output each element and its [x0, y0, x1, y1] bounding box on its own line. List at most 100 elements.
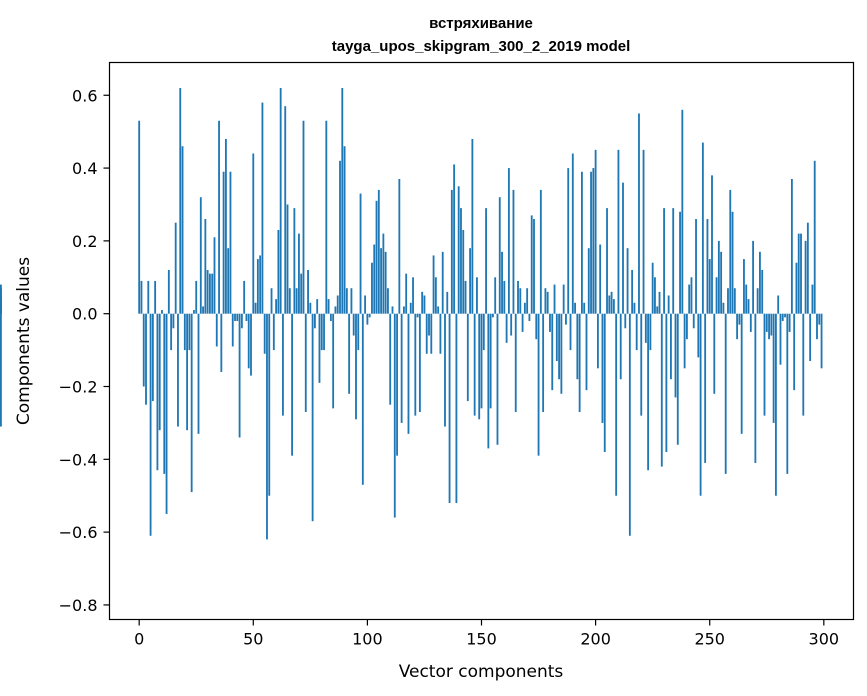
- bar: [177, 313, 179, 427]
- bar: [628, 313, 631, 536]
- bar: [209, 273, 211, 314]
- y-tick-label: −0.4: [59, 450, 98, 469]
- bar: [224, 138, 227, 314]
- bar: [612, 299, 615, 314]
- bar: [471, 138, 474, 314]
- bar: [617, 149, 620, 314]
- bar: [615, 313, 618, 496]
- bar: [608, 295, 611, 314]
- x-tick-label: 100: [352, 630, 383, 649]
- bar: [382, 233, 385, 314]
- bar: [193, 310, 195, 314]
- bar: [170, 313, 173, 351]
- bar: [790, 179, 793, 314]
- bar: [215, 313, 218, 347]
- bar: [457, 186, 460, 314]
- bar: [318, 313, 321, 383]
- bar: [341, 87, 344, 314]
- bar: [286, 204, 289, 314]
- bar: [282, 313, 284, 416]
- bar: [704, 313, 707, 463]
- bar: [654, 277, 656, 314]
- bar: [183, 313, 186, 351]
- bar: [307, 270, 309, 314]
- bar: [772, 313, 775, 423]
- bar: [393, 313, 396, 518]
- bar: [387, 288, 389, 314]
- bar: [533, 219, 535, 314]
- bar: [339, 160, 341, 314]
- bar: [503, 280, 506, 314]
- bar: [603, 313, 606, 453]
- bar: [521, 313, 524, 332]
- bar: [777, 295, 780, 314]
- bar: [190, 313, 193, 493]
- bar: [325, 120, 328, 314]
- bar: [430, 313, 433, 354]
- bar: [633, 302, 636, 314]
- bar: [480, 313, 483, 409]
- bar: [391, 306, 394, 314]
- bar: [587, 248, 590, 314]
- bar: [489, 313, 492, 409]
- bar: [434, 277, 437, 314]
- bar: [631, 270, 634, 314]
- bar: [231, 313, 234, 347]
- bar: [505, 313, 508, 343]
- bar: [158, 313, 161, 431]
- bar: [672, 208, 675, 314]
- bar: [743, 259, 745, 314]
- bar: [610, 291, 613, 314]
- bar: [729, 189, 732, 314]
- bar: [779, 313, 782, 365]
- bar: [368, 313, 371, 318]
- bar: [656, 306, 659, 314]
- bar: [247, 313, 250, 369]
- bar: [464, 280, 467, 314]
- bar: [749, 313, 752, 332]
- bar: [590, 171, 592, 314]
- bar: [295, 288, 298, 314]
- bar: [713, 313, 716, 394]
- bar: [658, 291, 661, 314]
- bar: [690, 277, 693, 314]
- y-axis-ticks: −0.8 −0.6 −0.4 −0.2 0.0 0.2 0.4 0.6: [59, 86, 110, 615]
- bar: [300, 273, 303, 314]
- bar: [492, 313, 494, 318]
- bar: [558, 313, 561, 380]
- bar: [644, 313, 647, 343]
- bar: [539, 189, 542, 314]
- bar: [266, 313, 268, 540]
- bar: [809, 313, 812, 362]
- bar: [288, 288, 291, 314]
- bar: [770, 313, 773, 336]
- bar: [320, 313, 323, 351]
- y-tick-label: 0.4: [72, 159, 97, 178]
- bar: [336, 295, 339, 314]
- bar: [733, 288, 736, 314]
- bar: [820, 313, 823, 369]
- bar: [261, 102, 264, 314]
- bar: [398, 179, 401, 314]
- bar: [418, 313, 421, 412]
- bar: [517, 280, 519, 314]
- bar: [439, 313, 442, 354]
- bar: [699, 313, 702, 496]
- y-tick-label: 0.0: [72, 305, 97, 324]
- bar: [768, 313, 770, 340]
- x-tick-label: 200: [580, 630, 611, 649]
- bar: [800, 233, 802, 314]
- bar: [311, 313, 314, 522]
- bar: [421, 291, 424, 314]
- bar: [797, 233, 800, 314]
- bar: [795, 262, 798, 314]
- x-tick-label: 150: [466, 630, 497, 649]
- bar: [784, 313, 786, 318]
- bar: [722, 302, 725, 314]
- bar: [660, 313, 663, 467]
- bar: [676, 313, 679, 445]
- bar: [701, 142, 704, 314]
- bar: [581, 171, 583, 314]
- bar: [567, 168, 570, 314]
